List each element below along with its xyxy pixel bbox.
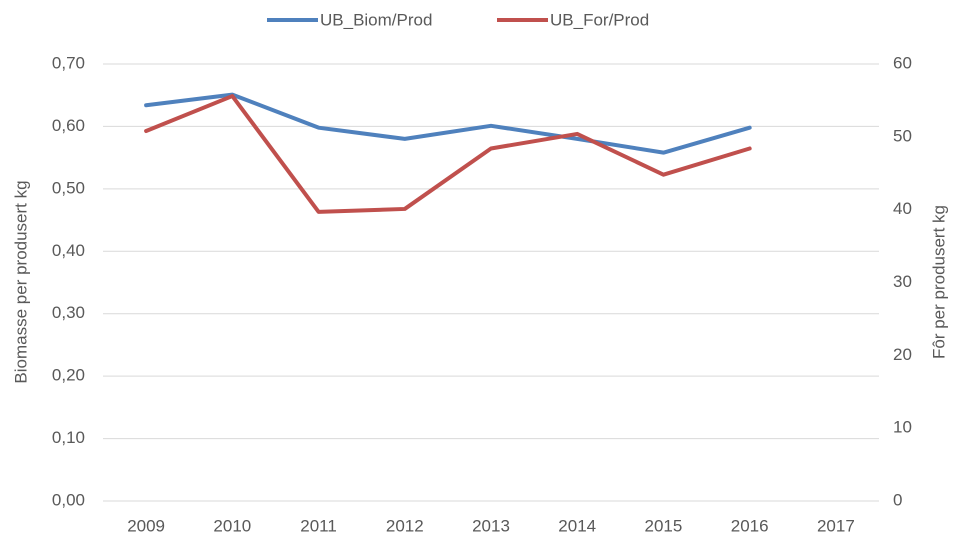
legend-label: UB_Biom/Prod bbox=[320, 10, 432, 29]
line-series bbox=[144, 92, 752, 155]
y2-tick-label: 50 bbox=[893, 126, 912, 145]
y-tick-label: 0,70 bbox=[52, 53, 85, 72]
x-tick-label: 2017 bbox=[817, 516, 855, 535]
y-tick-label: 0,30 bbox=[52, 303, 85, 322]
y2-tick-label: 60 bbox=[893, 53, 912, 72]
y-tick-label: 0,60 bbox=[52, 116, 85, 135]
x-tick-label: 2012 bbox=[386, 516, 424, 535]
x-tick-label: 2016 bbox=[731, 516, 769, 535]
y2-tick-label: 20 bbox=[893, 345, 912, 364]
y-tick-label: 0,50 bbox=[52, 178, 85, 197]
y-tick-label: 0,40 bbox=[52, 241, 85, 260]
legend-label: UB_For/Prod bbox=[550, 10, 649, 29]
x-tick-label: 2009 bbox=[127, 516, 165, 535]
x-tick-label: 2013 bbox=[472, 516, 510, 535]
y-tick-label: 0,20 bbox=[52, 366, 85, 385]
y2-tick-label: 40 bbox=[893, 199, 912, 218]
y2-tick-label: 30 bbox=[893, 272, 912, 291]
y-axis-title: Biomasse per produsert kg bbox=[11, 180, 30, 383]
y-tick-label: 0,10 bbox=[52, 428, 85, 447]
x-tick-label: 2014 bbox=[558, 516, 596, 535]
y2-tick-label: 0 bbox=[893, 490, 902, 509]
y2-axis-title: Fôr per produsert kg bbox=[929, 205, 948, 359]
line-series bbox=[144, 94, 752, 214]
y2-tick-label: 10 bbox=[893, 418, 912, 437]
x-tick-label: 2011 bbox=[300, 516, 337, 535]
x-tick-label: 2015 bbox=[645, 516, 683, 535]
x-tick-label: 2010 bbox=[213, 516, 251, 535]
y-tick-label: 0,00 bbox=[52, 490, 85, 509]
